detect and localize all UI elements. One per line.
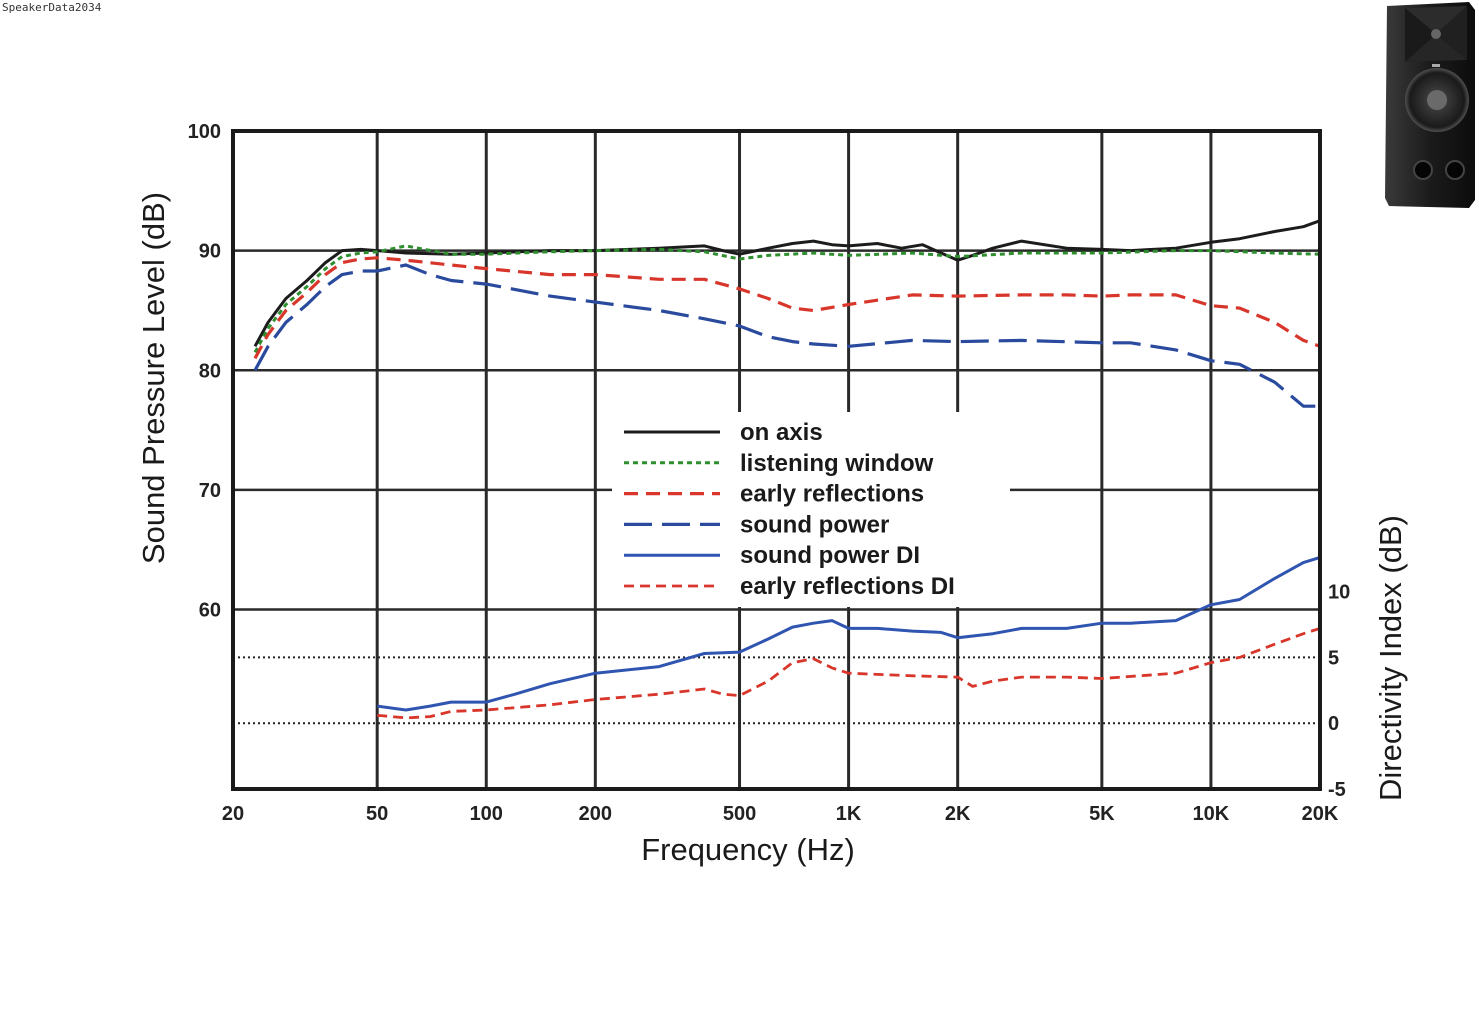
- legend-label: early reflections DI: [740, 573, 955, 600]
- legend-label: sound power: [740, 511, 889, 538]
- x-tick-label: 10K: [1193, 803, 1230, 825]
- y2-tick-label: -5: [1328, 779, 1346, 801]
- legend-box: [612, 412, 1010, 607]
- x-tick-label: 1K: [836, 803, 862, 825]
- legend-label: on axis: [740, 419, 823, 446]
- series-line-on-axis: [253, 219, 1321, 348]
- x-tick-label: 500: [723, 803, 756, 825]
- tick-labels: 20 50 100 200 500 1K 2K 5K 10K 20K 60 70 80 90 100 -5 0 5…: [188, 121, 1351, 825]
- y-tick-label: 60: [199, 600, 221, 622]
- grid-lines: [233, 131, 1320, 789]
- y-axis-title: Sound Pressure Level (dB): [136, 192, 171, 564]
- x-axis-title: Frequency (Hz): [641, 832, 855, 867]
- plot-frame: [231, 129, 1322, 791]
- y-tick-label: 100: [188, 121, 221, 143]
- series-line-sound-power-di: [376, 555, 1321, 712]
- speaker-image: [1385, 2, 1475, 208]
- x-tick-label: 50: [366, 803, 388, 825]
- x-tick-label: 5K: [1089, 803, 1115, 825]
- series-layer: [253, 219, 1321, 720]
- legend: on axis listening window early reflections…: [624, 419, 955, 600]
- y2-tick-label: 5: [1328, 647, 1339, 669]
- y-tick-label: 90: [199, 241, 221, 263]
- y2-tick-label: 0: [1328, 713, 1339, 735]
- legend-label: early reflections: [740, 481, 924, 508]
- y2-tick-label: 10: [1328, 582, 1350, 604]
- x-tick-label: 20: [222, 803, 244, 825]
- x-tick-label: 200: [579, 803, 612, 825]
- x-tick-label: 2K: [945, 803, 971, 825]
- series-line-listening-window: [253, 244, 1321, 354]
- legend-label: listening window: [740, 450, 934, 477]
- series-line-early-reflections: [253, 256, 1321, 360]
- y-tick-label: 80: [199, 360, 221, 382]
- x-tick-label: 100: [470, 803, 503, 825]
- x-tick-label: 20K: [1302, 803, 1339, 825]
- series-line-sound-power: [253, 263, 1320, 408]
- legend-label: sound power DI: [740, 542, 920, 569]
- y2-axis-title: Directivity Index (dB): [1373, 515, 1408, 801]
- series-line-early-reflections-di: [377, 627, 1321, 720]
- y-tick-label: 70: [199, 480, 221, 502]
- watermark-text: SpeakerData2034: [2, 1, 102, 14]
